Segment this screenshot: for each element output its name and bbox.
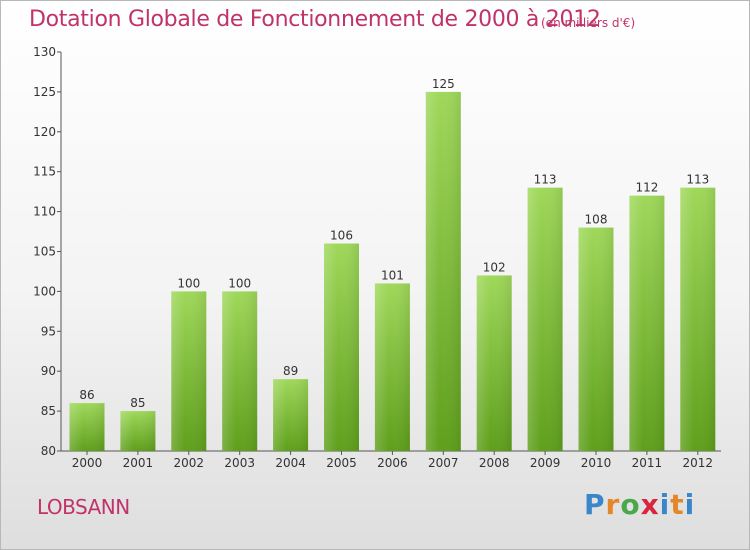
bar-shine [171, 291, 207, 451]
y-tick-label: 105 [33, 245, 56, 259]
y-tick-label: 100 [33, 284, 56, 298]
bar-value-label: 112 [635, 181, 658, 195]
y-tick-label: 80 [41, 444, 56, 458]
x-tick-label: 2007 [428, 456, 459, 470]
bar-shine [273, 379, 309, 451]
bar-shine [324, 243, 359, 451]
x-tick-label: 2008 [479, 456, 510, 470]
bar-value-label: 125 [432, 77, 455, 91]
bar-value-label: 108 [585, 213, 608, 227]
x-tick-label: 2009 [530, 456, 561, 470]
y-tick-label: 85 [41, 404, 56, 418]
bar-shine [69, 403, 105, 451]
bar-value-label: 102 [483, 260, 506, 274]
axes: 80 85 90 95 100 105 110 115 120 125 130 [33, 45, 721, 458]
labels: 2000 86 2001 85 2002 100 2003 100 2004 89 2005 106 2… [72, 77, 713, 470]
bar-value-label: 101 [381, 268, 404, 282]
y-tick-label: 120 [33, 125, 56, 139]
bar-value-label: 85 [130, 396, 145, 410]
chart-title: Dotation Globale de Fonctionnement de 20… [29, 7, 601, 32]
x-tick-label: 2010 [581, 456, 612, 470]
y-tick-label: 125 [33, 85, 56, 99]
bar-shine [629, 195, 665, 451]
bars [69, 91, 716, 452]
x-tick-label: 2004 [275, 456, 306, 470]
y-tick-label: 110 [33, 205, 56, 219]
x-tick-label: 2005 [326, 456, 357, 470]
y-tick-label: 90 [41, 364, 56, 378]
commune-name: LOBSANN [37, 495, 130, 519]
bar-shine [425, 91, 461, 452]
bar-shine [374, 283, 410, 451]
bar-value-label: 89 [283, 364, 298, 378]
bar-value-label: 86 [79, 388, 94, 402]
x-tick-label: 2006 [377, 456, 408, 470]
bar-value-label: 113 [534, 173, 557, 187]
bar-shine [578, 227, 614, 451]
x-tick-label: 2011 [632, 456, 663, 470]
y-tick-label: 115 [33, 165, 56, 179]
chart-subtitle: (en milliers d'€) [541, 16, 636, 30]
bar-shine [476, 275, 512, 451]
bar-value-label: 100 [177, 276, 200, 290]
bar-shine [527, 187, 563, 451]
y-tick-label: 95 [41, 324, 56, 338]
bar-value-label: 100 [228, 276, 251, 290]
x-tick-label: 2002 [174, 456, 205, 470]
x-tick-label: 2001 [123, 456, 154, 470]
bar-shine [222, 291, 258, 451]
bar-value-label: 106 [330, 229, 353, 243]
x-tick-label: 2000 [72, 456, 103, 470]
bar-shine [120, 411, 156, 451]
x-tick-label: 2012 [683, 456, 714, 470]
y-tick-label: 130 [33, 45, 56, 59]
proxiti-logo: Proxiti [584, 488, 696, 521]
bar-value-label: 113 [686, 173, 709, 187]
bar-shine [680, 187, 716, 451]
x-tick-label: 2003 [224, 456, 255, 470]
